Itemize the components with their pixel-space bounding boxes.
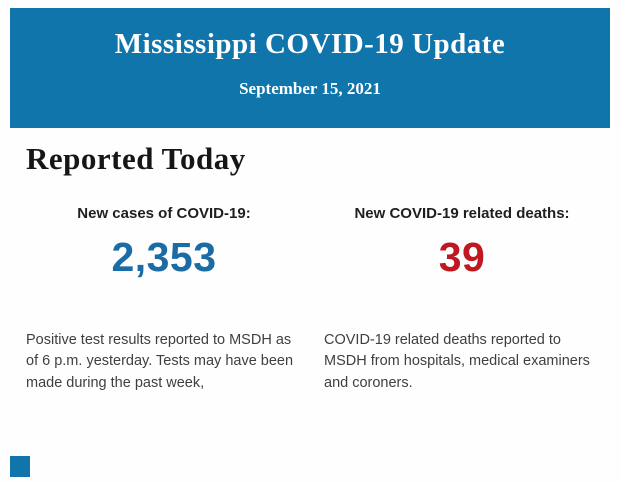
new-cases-value: 2,353	[111, 234, 217, 280]
stat-new-deaths: New COVID-19 related deaths: 39 COVID-19…	[324, 205, 600, 394]
new-deaths-value: 39	[438, 234, 486, 280]
page-title: Mississippi COVID-19 Update	[114, 28, 506, 60]
section-heading-reported-today: Reported Today	[26, 141, 246, 176]
report-date: September 15, 2021	[239, 79, 381, 98]
new-deaths-description: COVID-19 related deaths reported to MSDH…	[324, 332, 590, 391]
new-deaths-label: New COVID-19 related deaths:	[354, 205, 570, 222]
stats-row: New cases of COVID-19: 2,353 Positive te…	[26, 205, 600, 394]
new-cases-label: New cases of COVID-19:	[77, 205, 251, 222]
accent-square	[10, 456, 30, 477]
new-cases-description: Positive test results reported to MSDH a…	[26, 332, 294, 391]
masthead: Mississippi COVID-19 Update September 15…	[10, 8, 610, 128]
stat-new-cases: New cases of COVID-19: 2,353 Positive te…	[26, 205, 302, 394]
